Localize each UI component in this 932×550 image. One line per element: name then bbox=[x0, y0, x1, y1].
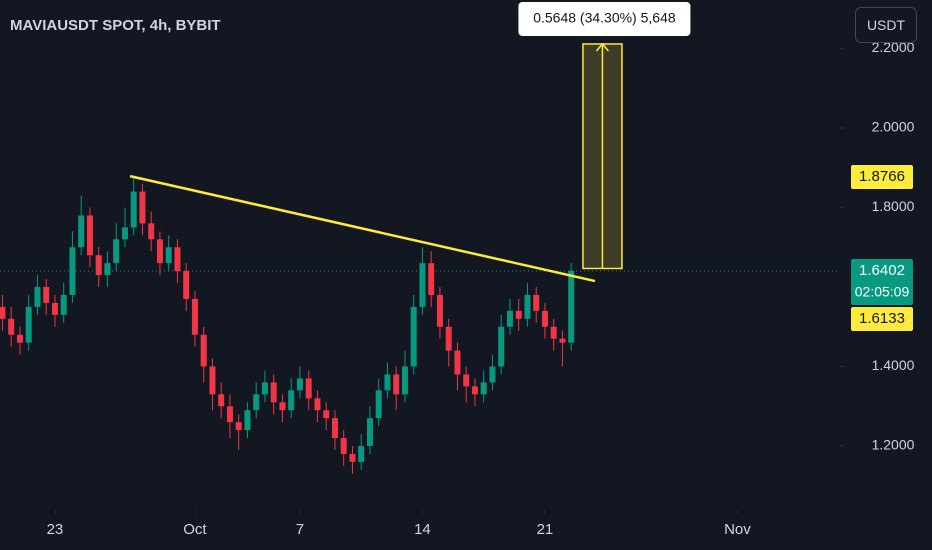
candle-body bbox=[174, 247, 181, 272]
measure-label-box bbox=[518, 2, 691, 36]
candle-body bbox=[43, 286, 50, 303]
candle-body bbox=[113, 239, 120, 264]
candle-body bbox=[218, 394, 225, 407]
candle-body bbox=[498, 326, 505, 367]
candle-body bbox=[393, 374, 400, 395]
x-tick-label: 21 bbox=[537, 521, 554, 538]
y-tick-label: 2.0000 bbox=[872, 119, 915, 135]
x-tick-label: Nov bbox=[724, 521, 751, 538]
candle-body bbox=[156, 239, 163, 264]
candle-body bbox=[69, 247, 76, 295]
candle-body bbox=[419, 263, 426, 307]
currency-button[interactable]: USDT bbox=[855, 7, 917, 43]
candle-body bbox=[515, 310, 522, 319]
candle-body bbox=[305, 378, 312, 399]
candle-body bbox=[340, 438, 347, 454]
candle-body bbox=[200, 334, 207, 367]
candle-body bbox=[235, 422, 242, 431]
candle-body bbox=[78, 215, 85, 248]
candle-body bbox=[51, 302, 58, 315]
candle-body bbox=[489, 366, 496, 383]
trendline bbox=[129, 174, 596, 283]
candle-body bbox=[253, 394, 260, 411]
candle-body bbox=[480, 382, 487, 395]
low-marker-box bbox=[851, 307, 913, 332]
candle-body bbox=[16, 334, 23, 343]
y-tick-label: 1.4000 bbox=[872, 357, 915, 373]
candle-body bbox=[130, 191, 137, 228]
candle-body bbox=[314, 398, 321, 411]
y-tick-label: 1.2000 bbox=[872, 437, 915, 453]
candle-body bbox=[191, 298, 198, 335]
candle-body bbox=[95, 255, 102, 276]
candle-body bbox=[148, 223, 155, 240]
candle-body bbox=[183, 271, 190, 299]
candle-body bbox=[550, 326, 557, 339]
candle-body bbox=[349, 453, 356, 462]
candle-body bbox=[323, 410, 330, 419]
candle-body bbox=[60, 294, 67, 315]
low-marker-label: 1.6133 bbox=[859, 310, 905, 327]
candle-body bbox=[524, 294, 531, 319]
candle-body bbox=[366, 418, 373, 447]
y-tick-label: 2.2000 bbox=[872, 39, 915, 55]
candle-body bbox=[288, 390, 295, 411]
candle-body bbox=[331, 418, 338, 439]
candle-body bbox=[471, 386, 478, 395]
candle-body bbox=[226, 406, 233, 423]
candle-body bbox=[401, 366, 408, 395]
candle-body bbox=[104, 263, 111, 276]
candle-body bbox=[0, 306, 6, 319]
candle-body bbox=[296, 378, 303, 391]
x-tick-label: Oct bbox=[183, 521, 207, 538]
candle-body bbox=[375, 390, 382, 419]
y-tick-label: 1.8000 bbox=[872, 198, 915, 214]
candle-body bbox=[506, 310, 513, 327]
candle-body bbox=[559, 338, 566, 343]
countdown-label: 02:05:09 bbox=[855, 284, 910, 300]
candle-body bbox=[358, 446, 365, 462]
candle-body bbox=[8, 318, 15, 335]
candle-body bbox=[139, 191, 146, 224]
measure-arrowhead bbox=[595, 42, 610, 52]
candle-body bbox=[244, 410, 251, 431]
candle-body bbox=[34, 286, 41, 307]
last-price-box bbox=[851, 259, 913, 306]
candle-body bbox=[165, 247, 172, 264]
candle-body bbox=[25, 306, 32, 343]
candle-body bbox=[463, 374, 470, 387]
measure-label: 0.5648 (34.30%) 5,648 bbox=[533, 10, 676, 26]
chart-title: MAVIAUSDT SPOT, 4h, BYBIT bbox=[10, 17, 221, 34]
candle-body bbox=[436, 294, 443, 327]
candle-body bbox=[428, 263, 435, 295]
candle-body bbox=[541, 310, 548, 327]
last-price-label: 1.6402 bbox=[859, 262, 905, 279]
candle-body bbox=[121, 227, 128, 240]
x-tick-label: 23 bbox=[47, 521, 64, 538]
candle-body bbox=[454, 350, 461, 375]
candle-body bbox=[86, 215, 93, 256]
candle-body bbox=[410, 306, 417, 367]
x-tick-label: 14 bbox=[414, 521, 431, 538]
high-marker-label: 1.8766 bbox=[859, 168, 905, 185]
candle-body bbox=[261, 382, 268, 395]
candle-body bbox=[209, 366, 216, 395]
candle-body bbox=[568, 271, 575, 343]
candle-body bbox=[533, 294, 540, 311]
x-tick-label: 7 bbox=[296, 521, 304, 538]
candle-body bbox=[384, 374, 391, 391]
candle-body bbox=[279, 402, 286, 411]
high-marker-box bbox=[851, 165, 913, 190]
candle-body bbox=[270, 382, 277, 403]
candle-body bbox=[445, 326, 452, 351]
